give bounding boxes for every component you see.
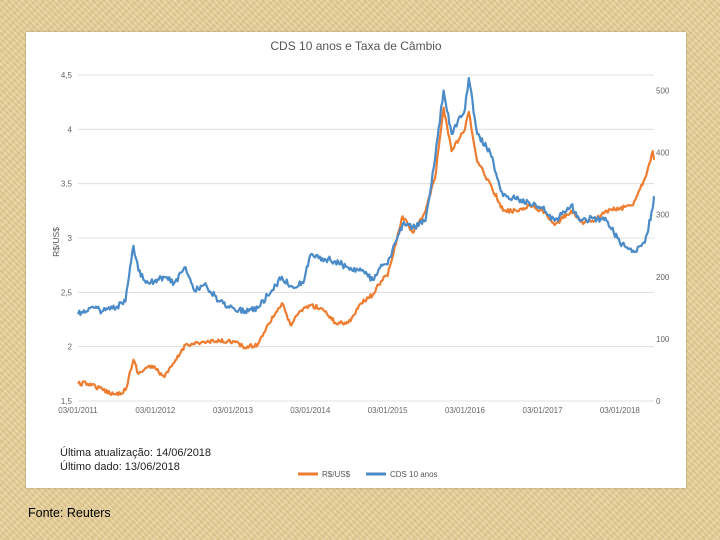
legend-label-cds: CDS 10 anos [390, 470, 438, 479]
x-axis-ticks: 03/01/2011 03/01/2012 03/01/2013 03/01/2014… [58, 406, 640, 415]
chart-title: CDS 10 anos e Taxa de Câmbio [270, 39, 442, 53]
source-note: Fonte: Reuters [28, 506, 111, 520]
last-data-note: Último dado: 13/06/2018 [60, 461, 180, 473]
legend-label-brl-usd: R$/US$ [322, 470, 351, 479]
right-axis-ticks: 0 100 200 300 400 500 [656, 87, 670, 406]
x-tick-label: 03/01/2018 [600, 406, 641, 415]
series-line-brl-usd [77, 106, 656, 397]
y-right-tick-label: 200 [656, 273, 670, 282]
gridlines [78, 74, 654, 402]
x-tick-label: 03/01/2011 [58, 406, 98, 415]
y-right-tick-label: 400 [656, 149, 670, 158]
x-tick-label: 03/01/2017 [523, 406, 564, 415]
y-tick-label: 2 [68, 343, 73, 352]
x-tick-label: 03/01/2014 [290, 406, 331, 415]
chart-svg: CDS 10 anos e Taxa de Câmbio 1,5 2 2,5 3 3,5… [51, 39, 670, 479]
series-layer [76, 76, 656, 397]
y-right-tick-label: 0 [656, 397, 661, 406]
y-right-tick-label: 300 [656, 211, 670, 220]
y-tick-label: 3 [68, 234, 73, 243]
left-axis-ticks: 1,5 2 2,5 3 3,5 4 4,5 [61, 71, 73, 406]
x-tick-label: 03/01/2015 [368, 406, 409, 415]
last-update-note: Última atualização: 14/06/2018 [60, 447, 212, 459]
series-line-cds [76, 76, 656, 317]
y-tick-label: 2,5 [61, 288, 73, 297]
y-tick-label: 3,5 [61, 180, 73, 189]
legend: R$/US$ CDS 10 anos [298, 470, 438, 479]
y-axis-label: R$/US$ [51, 227, 61, 257]
x-tick-label: 03/01/2012 [135, 406, 176, 415]
y-tick-label: 4,5 [61, 71, 73, 80]
y-tick-label: 1,5 [61, 397, 73, 406]
chart-panel: CDS 10 anos e Taxa de Câmbio 1,5 2 2,5 3 3,5… [26, 32, 686, 488]
x-tick-label: 03/01/2013 [213, 406, 254, 415]
y-right-tick-label: 500 [656, 87, 670, 96]
x-tick-label: 03/01/2016 [445, 406, 486, 415]
y-right-tick-label: 100 [656, 335, 670, 344]
y-tick-label: 4 [68, 125, 73, 134]
